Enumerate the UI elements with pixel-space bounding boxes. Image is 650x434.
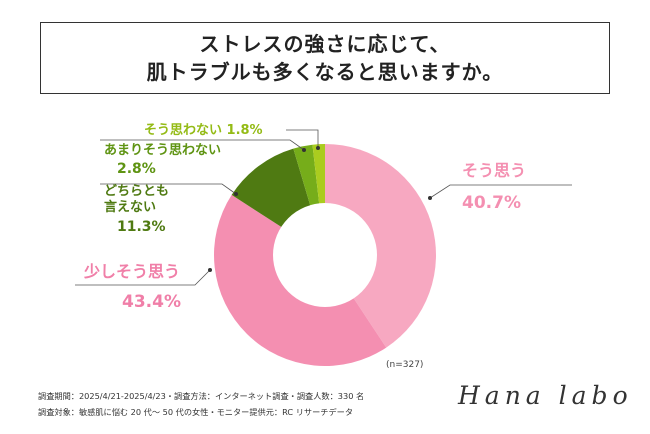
chart-title-line-1: ストレスの強さに応じて、 [199,32,451,56]
leader-line-amari [100,139,305,151]
value-amari: 2.8% [117,161,156,177]
donut-hole [273,203,377,307]
leader-line-sou-omou [429,184,572,199]
chart-title-line-2: 肌トラブルも多くなると思いますか。 [146,60,504,84]
label-sukoshi-sou-omou: 少しそう思う [83,262,180,281]
sample-size-note: (n=327) [386,360,423,370]
label-sou-omowanai: そう思わない 1.8% [144,123,263,138]
survey-footer: 調査期間：2025/4/21-2025/4/23・調査方法：インターネット調査・… [38,388,364,420]
leader-line-sukoshi [75,269,211,286]
footer-line-2: 調査対象：敏感肌に悩む 20 代〜 50 代の女性・モニター提供元：RC リサー… [38,407,354,417]
leader-dot-sukoshi [208,268,212,272]
label-amari: あまりそう思わない [104,143,221,158]
label-sou-omou: そう思う [462,161,526,180]
leader-line-dochira [100,183,237,195]
leader-dot-sou-omou [428,196,432,200]
chart-title-box: ストレスの強さに応じて、 肌トラブルも多くなると思いますか。 [40,22,610,94]
leader-dot-sou-omowanai [316,146,320,150]
brand-logo: Hana labo [458,381,633,410]
footer-line-1: 調査期間：2025/4/21-2025/4/23・調査方法：インターネット調査・… [38,391,365,401]
value-sou-omou: 40.7% [462,193,521,213]
leader-dot-amari [302,148,306,152]
value-dochira: 11.3% [117,219,166,235]
value-sukoshi-sou-omou: 43.4% [122,292,181,312]
label-dochira-line2: 言えない [104,199,156,215]
leader-line-sou-omowanai [286,129,319,148]
leader-dot-dochira [234,192,238,196]
label-dochira-line1: どちらとも [104,184,169,199]
